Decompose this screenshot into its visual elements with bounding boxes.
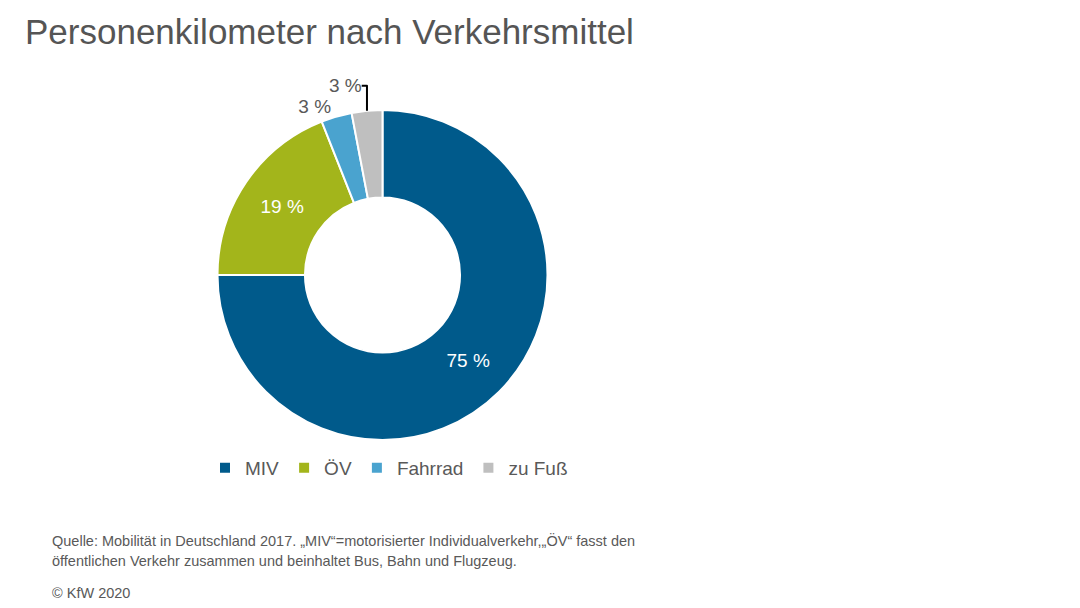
svg-text:75 %: 75 % [447, 350, 490, 371]
svg-text:öffentlichen Verkehr zusammen: öffentlichen Verkehr zusammen und beinha… [52, 553, 517, 569]
svg-text:3 %: 3 % [298, 96, 331, 117]
svg-text:Fahrrad: Fahrrad [397, 458, 464, 479]
svg-text:© KfW 2020: © KfW 2020 [52, 585, 130, 601]
svg-text:Quelle: Mobilität in Deutschla: Quelle: Mobilität in Deutschland 2017. „… [52, 532, 635, 549]
svg-text:3 %: 3 % [329, 75, 362, 96]
svg-text:ÖV: ÖV [324, 458, 352, 479]
svg-text:MIV: MIV [245, 458, 279, 479]
svg-text:zu Fuß: zu Fuß [508, 458, 567, 479]
svg-text:Personenkilometer nach Verkehr: Personenkilometer nach Verkehrsmittel [25, 12, 634, 51]
svg-text:19 %: 19 % [260, 196, 303, 217]
